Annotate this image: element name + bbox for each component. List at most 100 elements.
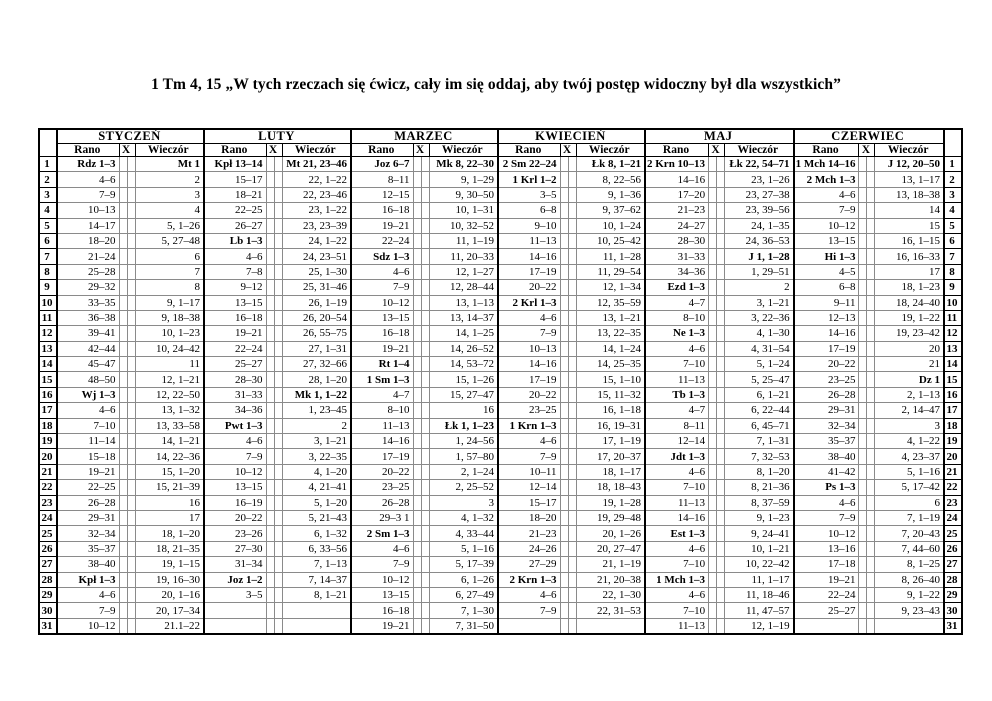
- rano-cell: 4–7: [644, 402, 710, 419]
- wieczor-cell: 15, 1–26: [428, 371, 499, 388]
- wieczor-cell: Dz 1: [874, 371, 945, 388]
- wieczor-cell: J 1, 1–28: [724, 248, 795, 265]
- checkbox-cell: [858, 602, 868, 619]
- checkbox-cell: [126, 617, 136, 635]
- day-number-right: 10: [942, 294, 963, 311]
- wieczor-cell: 19, 16–30: [134, 571, 205, 588]
- wieczor-cell: 13, 1–32: [134, 402, 205, 419]
- rano-cell: 11–14: [56, 433, 120, 450]
- day-number-right: 5: [942, 217, 963, 234]
- day-number-right: 9: [942, 279, 963, 296]
- wieczor-cell: J 12, 20–50: [874, 155, 945, 173]
- day-number-right: 4: [942, 202, 963, 219]
- checkbox-cell: [559, 433, 569, 450]
- rano-cell: 28–30: [644, 232, 710, 250]
- rano-cell: 1 Sm 1–3: [350, 371, 414, 388]
- wieczor-cell: 1, 57–80: [428, 448, 499, 465]
- rano-cell: 3–5: [203, 586, 267, 604]
- checkbox-cell: [265, 279, 275, 296]
- checkbox-cell: [559, 586, 569, 604]
- rano-cell: 3–5: [497, 186, 561, 204]
- checkbox-cell: [420, 525, 430, 542]
- rano-cell: 8–11: [644, 417, 710, 435]
- rano-cell: 38–40: [792, 448, 860, 465]
- rano-cell: 2 Mch 1–3: [792, 171, 860, 188]
- checkbox-cell: [708, 217, 718, 234]
- checkbox-cell: [858, 463, 868, 481]
- table-row: 25 32–34 18, 1–20 23–26 6, 1–32 2 Sm 1–3 4, 33…: [38, 525, 963, 542]
- checkbox-cell: [708, 263, 718, 281]
- checkbox-cell: [708, 155, 718, 173]
- rano-cell: 22–25: [56, 479, 120, 496]
- checkbox-cell: [708, 417, 718, 435]
- day-number-left: 26: [38, 540, 58, 558]
- rano-cell: 16–18: [350, 202, 414, 219]
- checkbox-cell: [716, 494, 726, 511]
- wieczor-cell: 7, 20–43: [874, 525, 945, 542]
- table-row: 23 26–28 16 16–19 5, 1–20 26–28 3 15–17 19, 1–28…: [38, 494, 963, 511]
- checkbox-cell: [412, 463, 422, 481]
- checkbox-cell: [412, 494, 422, 511]
- day-number-right: 27: [942, 556, 963, 573]
- wieczor-cell: 6: [874, 494, 945, 511]
- rano-cell: 32–34: [792, 417, 860, 435]
- wieczor-cell: [874, 617, 945, 635]
- rano-cell: 18–21: [203, 186, 267, 204]
- checkbox-cell: [420, 448, 430, 465]
- day-number-right: 26: [942, 540, 963, 558]
- col-header-wieczor: Wieczór: [134, 142, 205, 157]
- day-number-left: 1: [38, 155, 58, 173]
- checkbox-cell: [866, 556, 876, 573]
- checkbox-cell: [866, 402, 876, 419]
- checkbox-cell: [567, 217, 577, 234]
- checkbox-cell: [716, 356, 726, 373]
- checkbox-cell: [559, 294, 569, 311]
- checkbox-cell: [858, 294, 868, 311]
- wieczor-cell: 14, 1–25: [428, 325, 499, 342]
- checkbox-cell: [126, 232, 136, 250]
- checkbox-cell: [866, 356, 876, 373]
- day-number-left: 9: [38, 279, 58, 296]
- wieczor-cell: 24, 36–53: [724, 232, 795, 250]
- rano-cell: 10–12: [350, 294, 414, 311]
- day-number-left: 30: [38, 602, 58, 619]
- month-header-maj: MAJ: [644, 128, 795, 144]
- checkbox-cell: [716, 186, 726, 204]
- checkbox-cell: [567, 602, 577, 619]
- checkbox-cell: [126, 433, 136, 450]
- day-number-right: 15: [942, 371, 963, 388]
- day-number-left: 11: [38, 309, 58, 327]
- rano-cell: 10–12: [56, 617, 120, 635]
- month-header-luty: LUTY: [203, 128, 352, 144]
- checkbox-cell: [412, 371, 422, 388]
- wieczor-cell: 10, 1–23: [134, 325, 205, 342]
- day-number-left: 29: [38, 586, 58, 604]
- wieczor-cell: 26, 55–75: [281, 325, 352, 342]
- table-row: 10 33–35 9, 1–17 13–15 26, 1–19 10–12 13, 1–13…: [38, 294, 963, 311]
- checkbox-cell: [708, 171, 718, 188]
- rano-cell: 13–15: [203, 479, 267, 496]
- checkbox-cell: [858, 340, 868, 358]
- rano-cell: 10–12: [792, 217, 860, 234]
- wieczor-cell: 22, 1–22: [281, 171, 352, 188]
- wieczor-cell: 14, 25–35: [575, 356, 646, 373]
- rano-cell: 45–47: [56, 356, 120, 373]
- rano-cell: 4–6: [497, 433, 561, 450]
- wieczor-cell: 10, 32–52: [428, 217, 499, 234]
- wieczor-cell: 13, 14–37: [428, 309, 499, 327]
- checkbox-cell: [412, 248, 422, 265]
- checkbox-cell: [118, 586, 128, 604]
- checkbox-cell: [716, 309, 726, 327]
- rano-cell: Joz 1–2: [203, 571, 267, 588]
- rano-cell: 22–25: [203, 202, 267, 219]
- checkbox-cell: [866, 171, 876, 188]
- checkbox-cell: [420, 248, 430, 265]
- rano-cell: 4–6: [497, 586, 561, 604]
- checkbox-cell: [126, 356, 136, 373]
- checkbox-cell: [858, 617, 868, 635]
- checkbox-cell: [265, 171, 275, 188]
- checkbox-cell: [420, 417, 430, 435]
- rano-cell: 4–7: [350, 386, 414, 404]
- day-number-left: 8: [38, 263, 58, 281]
- checkbox-cell: [118, 617, 128, 635]
